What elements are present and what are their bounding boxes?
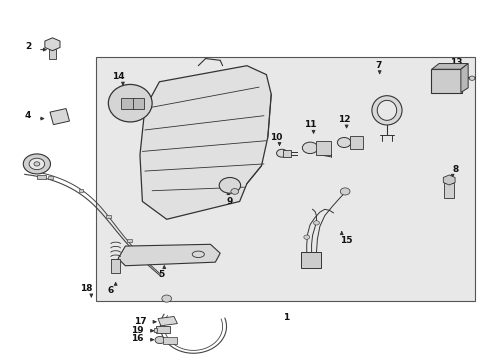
Circle shape (162, 295, 171, 302)
FancyBboxPatch shape (316, 141, 330, 155)
Text: 12: 12 (337, 115, 350, 124)
Polygon shape (140, 66, 271, 219)
Circle shape (313, 221, 319, 225)
Polygon shape (118, 244, 220, 266)
FancyBboxPatch shape (154, 328, 157, 332)
FancyBboxPatch shape (111, 259, 120, 273)
Text: 15: 15 (340, 236, 352, 245)
Text: 14: 14 (112, 72, 124, 81)
Bar (48, 176, 53, 179)
FancyBboxPatch shape (155, 327, 170, 333)
Text: 7: 7 (374, 61, 381, 70)
Text: 2: 2 (25, 41, 31, 50)
FancyBboxPatch shape (132, 98, 144, 109)
Ellipse shape (108, 85, 152, 122)
Circle shape (276, 149, 287, 157)
Text: 19: 19 (131, 325, 143, 334)
Circle shape (34, 162, 40, 166)
Circle shape (468, 76, 474, 80)
Text: 4: 4 (25, 111, 31, 120)
Circle shape (340, 188, 349, 195)
Circle shape (219, 177, 240, 193)
Text: 10: 10 (269, 132, 282, 141)
FancyBboxPatch shape (48, 49, 56, 59)
FancyBboxPatch shape (37, 175, 45, 179)
Text: 3: 3 (25, 159, 31, 168)
Circle shape (230, 189, 238, 194)
Ellipse shape (376, 100, 396, 120)
Text: 13: 13 (449, 58, 461, 67)
Text: 18: 18 (80, 284, 93, 293)
Polygon shape (158, 316, 177, 326)
FancyBboxPatch shape (300, 252, 321, 268)
Circle shape (29, 158, 44, 170)
Text: 1: 1 (282, 313, 288, 322)
Ellipse shape (371, 96, 401, 125)
FancyBboxPatch shape (430, 68, 461, 93)
Bar (106, 215, 111, 218)
FancyBboxPatch shape (283, 150, 291, 157)
Text: 8: 8 (452, 165, 458, 174)
FancyBboxPatch shape (121, 98, 133, 109)
Circle shape (337, 138, 350, 148)
Text: 17: 17 (133, 316, 146, 325)
Circle shape (303, 235, 309, 239)
FancyBboxPatch shape (444, 183, 453, 198)
Text: 9: 9 (226, 197, 233, 206)
Polygon shape (50, 109, 69, 125)
FancyBboxPatch shape (349, 136, 362, 149)
Circle shape (155, 337, 164, 343)
Circle shape (302, 142, 317, 154)
Circle shape (23, 154, 50, 174)
Text: 5: 5 (159, 270, 164, 279)
Text: 11: 11 (303, 120, 316, 129)
FancyBboxPatch shape (163, 337, 177, 343)
Text: 6: 6 (107, 286, 114, 295)
Polygon shape (431, 64, 467, 69)
Bar (126, 239, 131, 242)
Bar (96, 57, 474, 301)
Text: 16: 16 (131, 334, 143, 343)
Polygon shape (460, 64, 467, 93)
Bar (79, 189, 83, 192)
